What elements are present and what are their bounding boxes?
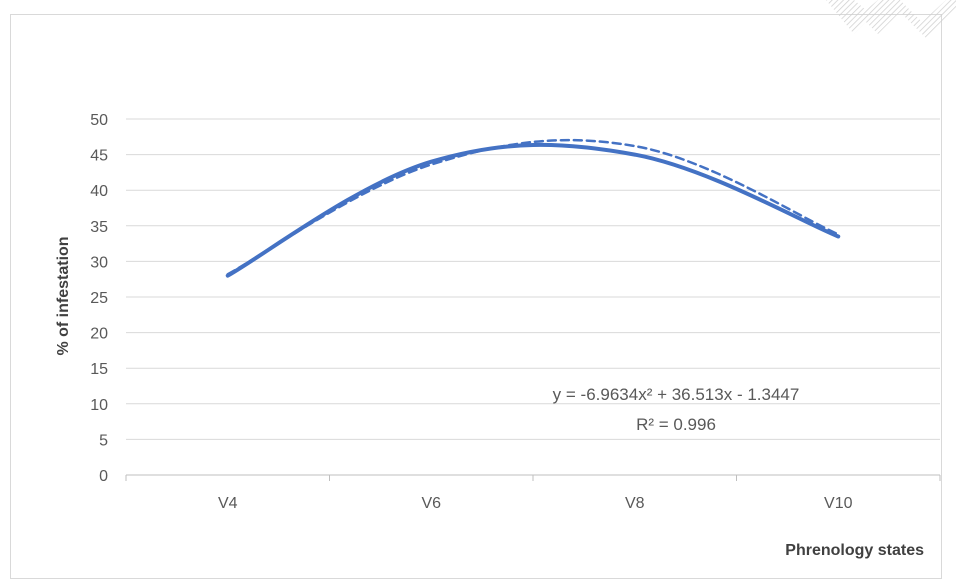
x-tick-label: V4 bbox=[218, 495, 238, 512]
y-tick-labels: 0 5 10 15 20 25 30 35 40 45 50 bbox=[90, 112, 108, 485]
y-tick-label: 50 bbox=[90, 112, 108, 129]
y-tick-label: 40 bbox=[90, 183, 108, 200]
y-tick-label: 10 bbox=[90, 397, 108, 414]
x-tick-label: V6 bbox=[421, 495, 441, 512]
x-tick-label: V10 bbox=[824, 495, 853, 512]
y-tick-label: 25 bbox=[90, 290, 108, 307]
trendline-equation: y = -6.9634x² + 36.513x - 1.3447 bbox=[553, 385, 800, 404]
y-tick-label: 0 bbox=[99, 468, 108, 485]
x-axis bbox=[125, 474, 941, 481]
y-tick-label: 45 bbox=[90, 148, 108, 165]
x-tick-labels: V4 V6 V8 V10 bbox=[218, 495, 853, 512]
watermark-stripes bbox=[826, 0, 956, 38]
y-tick-label: 5 bbox=[99, 432, 108, 449]
y-tick-label: 35 bbox=[90, 219, 108, 236]
x-tick-label: V8 bbox=[625, 495, 645, 512]
series-lines bbox=[225, 138, 841, 278]
trendline-dashed bbox=[226, 138, 840, 276]
x-axis-title: Phrenology states bbox=[785, 542, 924, 559]
data-line-solid bbox=[225, 142, 841, 278]
y-tick-label: 20 bbox=[90, 326, 108, 343]
y-axis-title: % of infestation bbox=[55, 236, 72, 355]
y-tick-label: 30 bbox=[90, 254, 108, 271]
trendline-r2: R² = 0.996 bbox=[636, 415, 716, 434]
gridlines bbox=[126, 118, 940, 440]
y-tick-label: 15 bbox=[90, 361, 108, 378]
